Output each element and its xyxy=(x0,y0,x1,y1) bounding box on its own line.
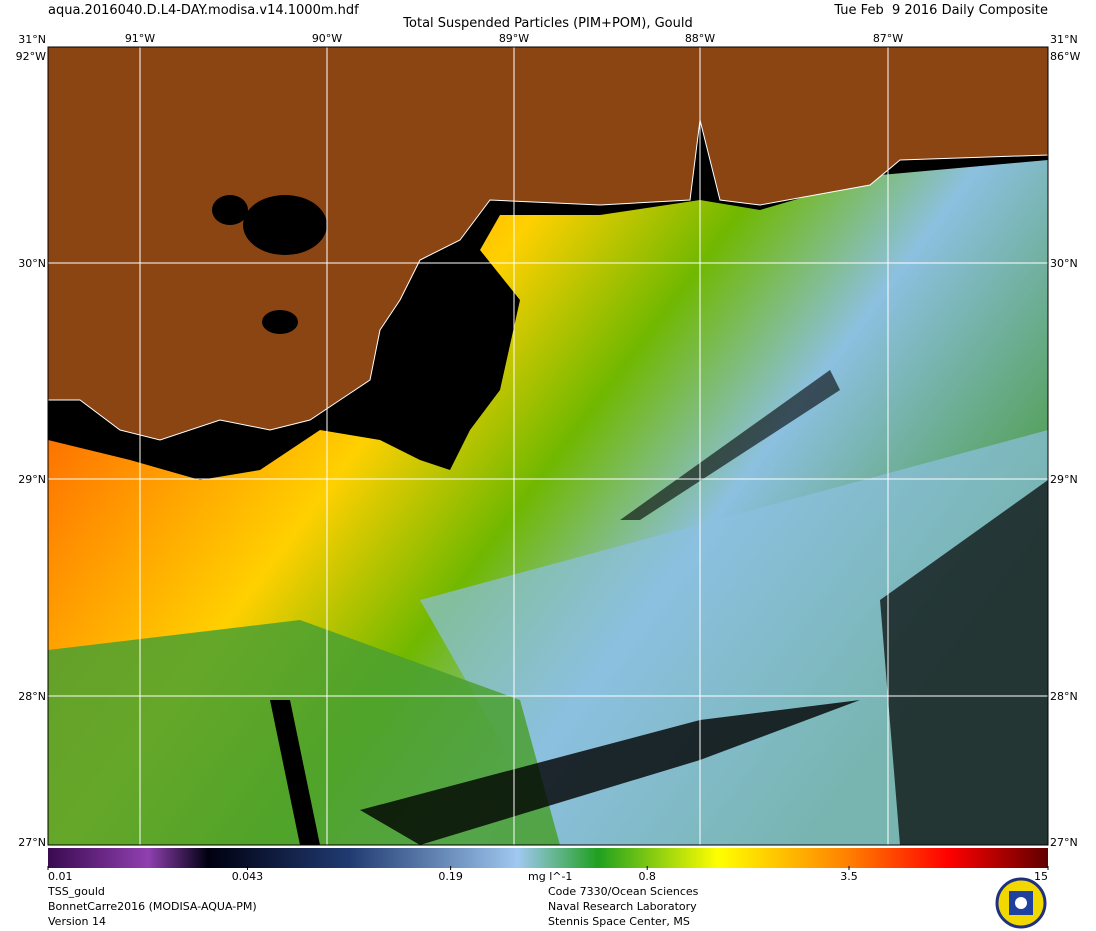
footer-right: Stennis Space Center, MS xyxy=(548,915,690,928)
file-name: aqua.2016040.D.L4-DAY.modisa.v14.1000m.h… xyxy=(48,3,359,18)
no-data xyxy=(270,700,320,845)
corner-label: 27°N xyxy=(18,836,46,849)
lake xyxy=(212,195,248,225)
footer-left: TSS_gould xyxy=(47,885,105,898)
clear-water xyxy=(420,430,1048,845)
colorbar-tick-label: 0.01 xyxy=(48,870,73,883)
colorbar-tick-label: 0.8 xyxy=(638,870,656,883)
date: Tue Feb 9 2016 Daily Composite xyxy=(833,3,1048,18)
lat-label: 31°N xyxy=(18,33,46,46)
colorbar-tick-label: 3.5 xyxy=(840,870,858,883)
logo xyxy=(995,877,1047,929)
lon-label: 89°W xyxy=(499,32,529,45)
map-frame xyxy=(47,46,1049,846)
lat-label: 28°N xyxy=(1050,690,1078,703)
footer-right: Code 7330/Ocean Sciences xyxy=(548,885,699,898)
map-image xyxy=(47,46,1049,845)
footer-right: Naval Research Laboratory xyxy=(548,900,697,913)
lake xyxy=(243,195,327,255)
map-title: Total Suspended Particles (PIM+POM), Gou… xyxy=(402,16,692,31)
lake xyxy=(262,310,298,334)
lon-label: 91°W xyxy=(125,32,155,45)
colorbar-tick-label: 15 xyxy=(1034,870,1048,883)
colorbar xyxy=(48,848,1048,868)
cloud-band xyxy=(360,700,860,845)
lon-label: 87°W xyxy=(873,32,903,45)
land xyxy=(47,46,1049,441)
footer-left: Version 14 xyxy=(48,915,106,928)
cloud-band xyxy=(620,370,840,520)
no-data xyxy=(880,480,1048,845)
lat-label: 28°N xyxy=(18,690,46,703)
lat-label: 29°N xyxy=(18,473,46,486)
lat-label: 30°N xyxy=(1050,257,1078,270)
lon-label: 88°W xyxy=(685,32,715,45)
offshore-green xyxy=(48,620,560,845)
colorbar-unit: mg l^-1 xyxy=(528,870,572,883)
lat-label: 29°N xyxy=(1050,473,1078,486)
corner-label: 92°W xyxy=(16,50,46,63)
corner-label: 86°W xyxy=(1050,50,1080,63)
colorbar-tick-label: 0.19 xyxy=(438,870,463,883)
lat-label: 31°N xyxy=(1050,33,1078,46)
lon-label: 90°W xyxy=(312,32,342,45)
graticule xyxy=(48,47,1048,845)
corner-label: 27°N xyxy=(1050,836,1078,849)
footer-left: BonnetCarre2016 (MODISA-AQUA-PM) xyxy=(48,900,257,913)
lat-label: 30°N xyxy=(18,257,46,270)
colorbar-tick-label: 0.043 xyxy=(232,870,264,883)
